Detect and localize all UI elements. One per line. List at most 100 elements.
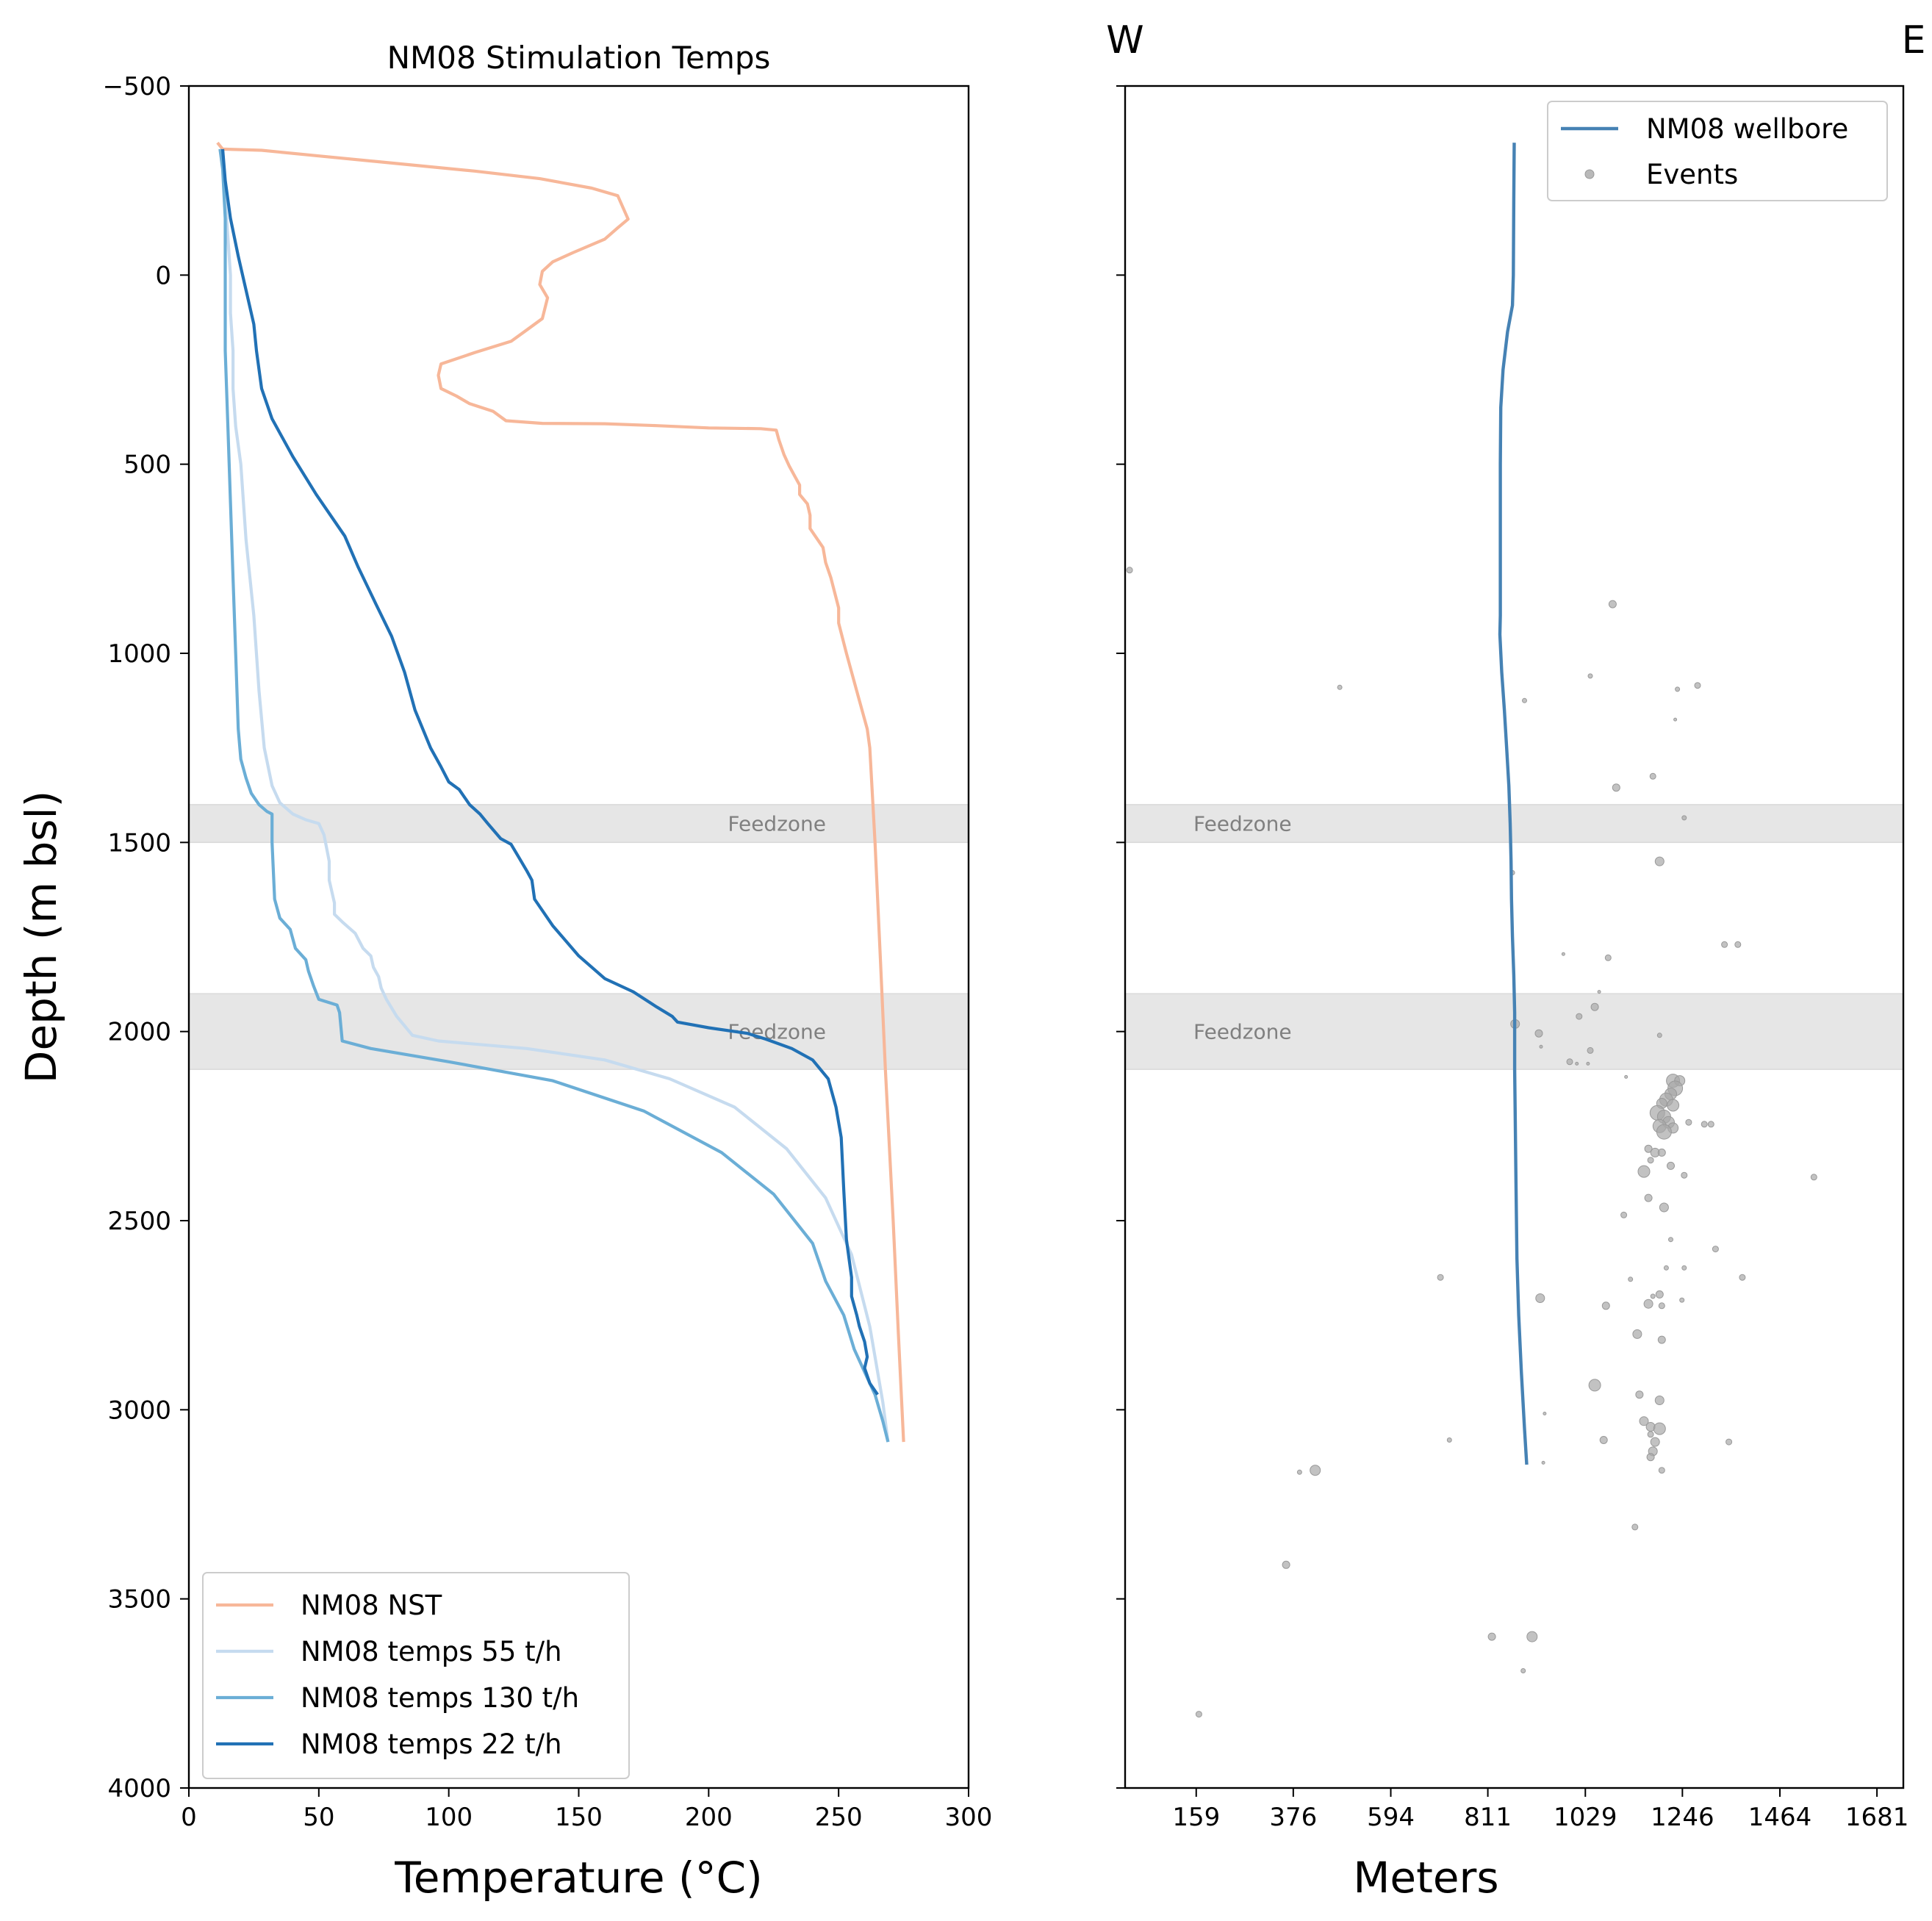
event-point [1576, 1013, 1583, 1020]
left-axes-frame [187, 85, 970, 1789]
event-point [1534, 1029, 1543, 1038]
right-x-tick-label-811: 811 [1464, 1803, 1512, 1832]
right-ticks: 159 376 594 811 1029 1246 1464 1681 [1116, 85, 1908, 1832]
right-feedzone-label-2: Feedzone [1193, 1020, 1292, 1044]
left-feedzone-band-1 [188, 804, 969, 844]
event-point [1566, 1058, 1573, 1066]
x-tick-label-250: 250 [815, 1803, 863, 1832]
event-point [1810, 1174, 1817, 1181]
event-point [1658, 1302, 1665, 1310]
event-point [1541, 1460, 1545, 1465]
chart-title: NM08 Stimulation Temps [387, 40, 771, 76]
event-point [1487, 1632, 1496, 1641]
event-point [1590, 1002, 1599, 1011]
right-legend-box [1547, 101, 1888, 201]
event-point [1667, 1099, 1680, 1112]
legend-entry-wellbore: NM08 wellbore [1646, 113, 1848, 145]
event-point [1539, 1044, 1543, 1049]
temperature-legend: NM08 NST NM08 temps 55 t/h NM08 temps 130 … [202, 1572, 630, 1779]
event-point [1707, 1121, 1714, 1128]
event-point [1646, 1453, 1655, 1462]
x-tick-label-200: 200 [685, 1803, 733, 1832]
event-point [1673, 717, 1678, 722]
event-point [1446, 1437, 1452, 1443]
y-tick-label-7: 3000 [107, 1396, 171, 1425]
event-point [1681, 1265, 1687, 1271]
event-point [1543, 1412, 1547, 1415]
y-tick-label-3: 1000 [107, 639, 171, 669]
event-point [1587, 1046, 1594, 1054]
event-point [1639, 1416, 1649, 1426]
event-point [1608, 600, 1617, 608]
event-point [1635, 1390, 1644, 1399]
event-point [1526, 1631, 1538, 1642]
event-point [1654, 856, 1665, 866]
x-tick-label-0: 0 [181, 1803, 197, 1832]
right-x-tick-label-1464: 1464 [1748, 1803, 1812, 1832]
y-tick-label-8: 3500 [107, 1585, 171, 1615]
y-tick-label-1: 0 [155, 261, 171, 290]
series-line-nm08-temps-55-t-h [218, 148, 890, 1443]
event-point [1644, 1193, 1653, 1202]
event-point [1679, 1297, 1685, 1303]
event-point [1586, 1061, 1590, 1066]
series-line-nm08-nst [216, 141, 905, 1443]
event-point [1656, 1124, 1672, 1140]
event-point [1337, 684, 1343, 690]
legend-swatch-events [1584, 169, 1595, 179]
legend-entry-events: Events [1646, 159, 1738, 190]
event-point [1712, 1246, 1719, 1253]
x-tick-label-150: 150 [555, 1803, 603, 1832]
event-point [1739, 1274, 1746, 1281]
event-point [1612, 783, 1620, 792]
y-tick-label-9: 4000 [107, 1774, 171, 1803]
event-point [1701, 1121, 1708, 1128]
event-point [1126, 567, 1133, 574]
right-x-tick-label-1246: 1246 [1651, 1803, 1714, 1832]
right-x-tick-label-159: 159 [1172, 1803, 1220, 1832]
event-point [1663, 1265, 1669, 1271]
event-point [1520, 1668, 1526, 1673]
event-point [1681, 815, 1687, 821]
event-point [1604, 954, 1612, 961]
event-point [1657, 1148, 1666, 1157]
x-tick-label-50: 50 [303, 1803, 334, 1832]
event-point [1734, 941, 1742, 948]
event-point [1561, 952, 1565, 956]
wellbore-legend: NM08 wellbore Events [1547, 101, 1888, 201]
event-point [1195, 1711, 1202, 1718]
event-point [1668, 1237, 1673, 1243]
temperature-series [216, 141, 905, 1443]
legend-box [202, 1572, 630, 1779]
event-point [1685, 1119, 1692, 1126]
event-point [1599, 1436, 1608, 1444]
event-point [1620, 1211, 1628, 1218]
event-point [1522, 697, 1527, 703]
right-x-tick-label-376: 376 [1269, 1803, 1317, 1832]
event-point [1675, 686, 1681, 692]
event-point [1310, 1465, 1321, 1476]
event-point [1601, 1301, 1610, 1310]
event-point [1632, 1329, 1642, 1339]
event-point [1597, 990, 1601, 994]
event-point [1587, 673, 1593, 679]
event-point [1647, 1157, 1654, 1164]
event-point [1631, 1523, 1639, 1531]
y-axis-label: Depth (m bsl) [16, 791, 66, 1083]
x-axis-label: Temperature (°C) [394, 1853, 763, 1903]
y-tick-label-5: 2000 [107, 1018, 171, 1047]
event-point [1667, 1161, 1675, 1170]
map-section-panel: Feedzone Feedzone 159 376 594 811 1029 1246 146… [1106, 18, 1925, 1903]
event-point [1624, 1074, 1628, 1079]
event-point [1588, 1379, 1601, 1392]
event-point [1637, 1165, 1651, 1178]
event-point [1681, 1171, 1688, 1179]
event-point [1575, 1061, 1579, 1066]
legend-entry-nm08-temps-130-t-h: NM08 temps 130 t/h [301, 1682, 579, 1714]
right-x-tick-label-1029: 1029 [1554, 1803, 1617, 1832]
event-point [1296, 1469, 1302, 1475]
event-point [1654, 1396, 1665, 1405]
event-point [1657, 1335, 1666, 1344]
event-point [1655, 1290, 1664, 1299]
